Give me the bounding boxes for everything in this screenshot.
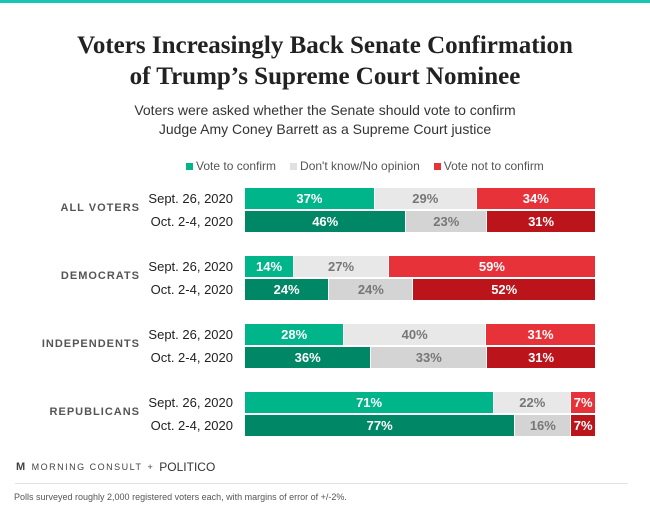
- bar-segment: 46%: [245, 211, 407, 232]
- legend-swatch: [290, 162, 298, 170]
- bar-segment: 24%: [245, 279, 330, 300]
- bar-segment: 40%: [344, 324, 487, 345]
- morning-consult-logo-icon: M: [16, 461, 27, 473]
- title-line-2: of Trump’s Supreme Court Nominee: [129, 63, 521, 90]
- row-date-label: Sept. 26, 2020: [148, 259, 233, 274]
- bar-segment: 28%: [245, 324, 345, 345]
- bar-segment: 52%: [413, 279, 596, 300]
- legend-swatch: [186, 162, 193, 170]
- bar-segment: 7%: [571, 415, 596, 436]
- chart-title: Voters Increasingly Back Senate Confirma…: [0, 30, 650, 92]
- bar-segment: 7%: [571, 392, 596, 413]
- row-date-label: Oct. 2-4, 2020: [150, 418, 233, 433]
- bar-segment: 31%: [486, 324, 596, 345]
- bar-segment: 22%: [494, 392, 572, 413]
- bar-segment: 34%: [476, 188, 596, 209]
- bar-segment: 27%: [294, 256, 389, 277]
- legend-label: Vote not to confirm: [443, 159, 544, 173]
- row-date-label: Sept. 26, 2020: [148, 191, 233, 206]
- group-label: DEMOCRATS: [60, 270, 140, 282]
- row-date-label: Sept. 26, 2020: [148, 395, 233, 410]
- row-date-label: Oct. 2-4, 2020: [150, 350, 233, 365]
- legend-swatch: [433, 162, 441, 170]
- legend: Vote to confirm Don't know/No opinion Vote…: [186, 159, 544, 173]
- legend-label: Vote to confirm: [196, 159, 277, 173]
- footnote: Polls surveyed roughly 2,000 registered …: [14, 492, 347, 502]
- legend-label: Don't know/No opinion: [300, 159, 420, 173]
- group-label: ALL VOTERS: [60, 202, 140, 214]
- politico-logo: POLITICO: [159, 460, 216, 474]
- row-date-label: Oct. 2-4, 2020: [150, 282, 233, 297]
- subtitle-line-1: Voters were asked whether the Senate sho…: [134, 102, 516, 118]
- row-date-label: Sept. 26, 2020: [148, 327, 233, 342]
- footer-logos: M MORNING CONSULT + POLITICO: [16, 460, 215, 474]
- top-accent-bar: [0, 0, 650, 3]
- bar-segment: 77%: [245, 415, 516, 436]
- group-label: REPUBLICANS: [49, 406, 140, 418]
- bar-segment: 37%: [245, 188, 375, 209]
- bar-segment: 29%: [374, 188, 477, 209]
- row-date-label: Oct. 2-4, 2020: [150, 214, 233, 229]
- title-line-1: Voters Increasingly Back Senate Confirma…: [77, 32, 573, 59]
- bar-segment: 33%: [371, 347, 488, 368]
- subtitle-line-2: Judge Amy Coney Barrett as a Supreme Cou…: [158, 121, 492, 137]
- bar-segment: 31%: [487, 347, 596, 368]
- bar-segment: 36%: [245, 347, 372, 368]
- bar-segment: 24%: [329, 279, 414, 300]
- footer-divider: [15, 483, 628, 484]
- bar-segment: 23%: [406, 211, 488, 232]
- chart-subtitle: Voters were asked whether the Senate sho…: [0, 101, 650, 139]
- morning-consult-logo: MORNING CONSULT: [31, 462, 143, 472]
- bar-segment: 71%: [245, 392, 495, 413]
- legend-item: Vote not to confirm: [433, 159, 544, 173]
- bar-segment: 16%: [515, 415, 572, 436]
- bar-segment: 31%: [487, 211, 596, 232]
- legend-item: Vote to confirm: [186, 159, 276, 173]
- group-label: INDEPENDENTS: [41, 338, 140, 350]
- bar-segment: 14%: [245, 256, 295, 277]
- logo-separator: +: [147, 462, 155, 472]
- bar-segment: 59%: [388, 256, 596, 277]
- legend-item: Don't know/No opinion: [290, 159, 420, 173]
